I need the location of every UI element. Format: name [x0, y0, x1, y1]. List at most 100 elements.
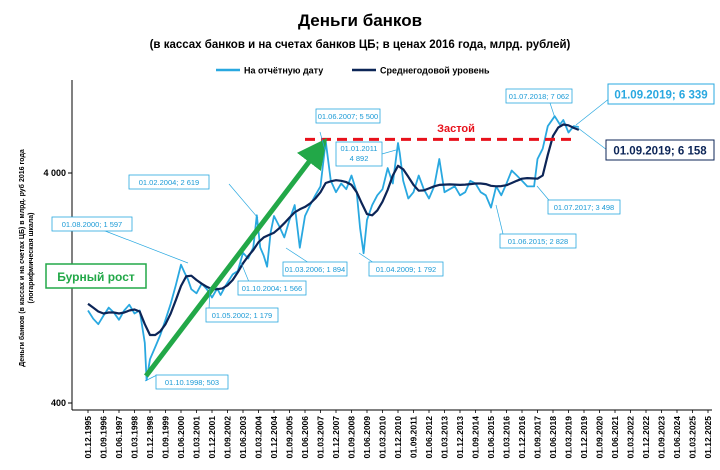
callout-2007-max: 01.06.2007; 5 500 [315, 108, 381, 124]
callout-2019-average: 01.09.2019; 6 158 [605, 139, 715, 161]
callout-text: 01.10.2004; 1 566 [242, 284, 302, 293]
x-tick-label: 01.03.2007 [316, 416, 326, 459]
x-tick-label: 01.12.2022 [641, 416, 651, 459]
callout-text: 01.02.2004; 2 619 [139, 178, 199, 187]
callouts: 01.06.2007; 5 500 01.01.2011 4 892 01.07… [51, 83, 715, 390]
x-tick-label: 01.09.2008 [347, 416, 357, 459]
leader-1998 [144, 374, 158, 382]
callout-box [607, 83, 715, 105]
legend-label-reported: На отчётную дату [244, 66, 323, 76]
x-tick-label: 01.12.2007 [331, 416, 341, 459]
callout-box [315, 108, 381, 124]
x-tick-label: 01.03.2013 [440, 416, 450, 459]
leader-2004-10 [239, 259, 250, 283]
callout-2004-10: 01.10.2004; 1 566 [237, 280, 307, 296]
x-tick-label: 01.12.2016 [517, 416, 527, 459]
callout-text: 01.09.2019; 6 158 [613, 146, 707, 158]
callout-box [499, 233, 577, 249]
callout-text: 01.01.2011 [341, 144, 378, 153]
callout-2019-reported: 01.09.2019; 6 339 [607, 83, 715, 105]
x-tick-label: 01.03.2004 [254, 416, 264, 459]
boom-arrow [144, 138, 328, 378]
x-tick-label: 01.06.2003 [238, 416, 248, 459]
boom-label: Бурный рост [57, 270, 135, 284]
y-tick-label: 400 [51, 398, 66, 408]
x-tick-label: 01.12.2004 [269, 416, 279, 459]
y-axis-label: Деньги банков (в кассах и на счетах ЦБ) … [18, 149, 26, 367]
x-tick-label: 01.03.2016 [502, 416, 512, 459]
chart-subtitle: (в кассах банков и на счетах банков ЦБ; … [150, 39, 571, 51]
x-tick-label: 01.06.1997 [114, 416, 124, 459]
x-tick-label: 01.03.2022 [626, 416, 636, 459]
x-tick-label: 01.06.2018 [548, 416, 558, 459]
callout-box [547, 199, 621, 215]
x-tick-label: 01.06.2000 [176, 416, 186, 459]
x-tick-label: 01.03.2001 [192, 416, 202, 459]
leader-2007 [319, 131, 326, 151]
x-tick-label: 01.06.2015 [486, 416, 496, 459]
callout-2009: 01.04.2009; 1 792 [368, 261, 444, 277]
leader-2019-avg-bottom [577, 127, 608, 151]
callout-box [505, 88, 573, 104]
callout-text: 01.06.2015; 2 828 [508, 237, 568, 246]
callout-box [51, 216, 133, 232]
leader-2019-avg-top [575, 97, 611, 126]
callout-2002: 01.05.2002; 1 179 [205, 307, 279, 323]
series-group [87, 115, 580, 382]
x-tick-label: 01.12.2001 [207, 416, 217, 459]
x-tick-label: 01.06.2012 [424, 416, 434, 459]
callout-text: 01.05.2002; 1 179 [212, 311, 272, 320]
leader-2002 [208, 287, 211, 310]
series-line-reported [87, 115, 579, 382]
callout-text: 01.07.2018; 7 062 [509, 92, 569, 101]
callout-box [335, 141, 383, 167]
x-tick-label: 01.03.2019 [564, 416, 574, 459]
callout-2000: 01.08.2000; 1 597 [51, 216, 133, 232]
x-tick-label: 01.03.2010 [378, 416, 388, 459]
x-tick-label: 01.09.2002 [223, 416, 233, 459]
callout-box [282, 261, 348, 277]
chart-title: Деньги банков [298, 11, 422, 30]
x-tick-label: 01.03.2025 [688, 416, 698, 459]
x-tick-label: 01.12.2010 [393, 416, 403, 459]
callout-text: 4 892 [350, 154, 369, 163]
callout-box [205, 307, 279, 323]
callout-text: 01.08.2000; 1 597 [62, 220, 122, 229]
callout-box [237, 280, 307, 296]
x-tick-label: 01.12.1995 [83, 416, 93, 459]
x-tick-label: 01.12.2013 [455, 416, 465, 459]
y-tick-label: 4 000 [43, 168, 66, 178]
x-tick-label: 01.12.2019 [579, 416, 589, 459]
callout-box [605, 139, 715, 161]
callout-2017: 01.07.2017; 3 498 [547, 199, 621, 215]
callout-box [155, 374, 229, 390]
x-tick-label: 01.03.1998 [130, 416, 140, 459]
leader-2000 [99, 228, 189, 264]
x-tick-label: 01.09.1996 [99, 416, 109, 459]
legend-label-average: Среднегодовой уровень [380, 66, 490, 76]
callout-1998: 01.10.1998; 503 [155, 374, 229, 390]
leader-2018 [549, 102, 556, 119]
legend: На отчётную дату Среднегодовой уровень [216, 66, 490, 76]
leader-2006 [285, 247, 310, 264]
callout-2004-02: 01.02.2004; 2 619 [128, 174, 210, 190]
x-tick-label: 01.09.2023 [657, 416, 667, 459]
leader-2009 [358, 252, 375, 264]
x-tick-label: 01.06.2024 [672, 416, 682, 459]
axes: 400 4 000 01.12.1995 01.09.1996 01.06.1997 01… [43, 80, 713, 459]
series-line-average [87, 123, 580, 337]
leader-2004-02 [228, 183, 259, 219]
y-axis-sublabel: (логарифмическая шкала) [28, 213, 35, 304]
callout-text: 01.06.2007; 5 500 [318, 112, 378, 121]
x-tick-label: 01.09.2005 [285, 416, 295, 459]
callout-text: 01.09.2019; 6 339 [614, 90, 707, 102]
x-tick-label: 01.09.2011 [409, 416, 419, 458]
callout-2015: 01.06.2015; 2 828 [499, 233, 577, 249]
x-tick-label: 01.09.2014 [471, 416, 481, 459]
callout-box [368, 261, 444, 277]
callout-2011: 01.01.2011 4 892 [335, 141, 383, 167]
x-tick-label: 01.12.2025 [703, 416, 713, 459]
x-tick-label: 01.06.2009 [362, 416, 372, 459]
